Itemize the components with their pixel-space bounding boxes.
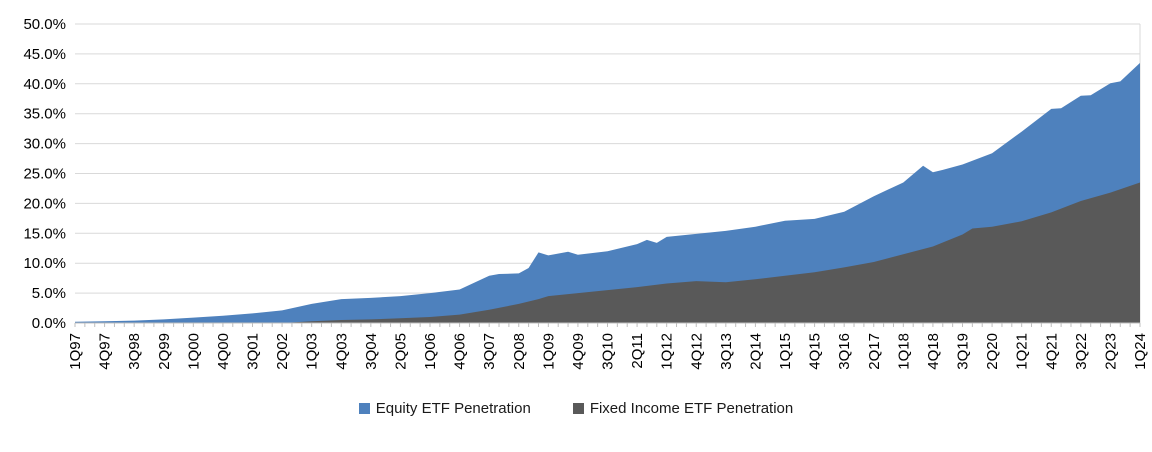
x-tick-label: 3Q01 bbox=[245, 333, 262, 370]
x-tick-label: 3Q16 bbox=[836, 333, 853, 370]
y-tick-label: 30.0% bbox=[23, 136, 66, 153]
fixed-income-penetration-area bbox=[75, 182, 1140, 323]
y-tick-label: 40.0% bbox=[23, 76, 66, 93]
x-tick-label: 1Q09 bbox=[540, 333, 557, 370]
y-tick-label: 50.0% bbox=[23, 16, 66, 33]
equity-penetration-area bbox=[75, 62, 1140, 324]
legend-item-fixed-income: Fixed Income ETF Penetration bbox=[572, 400, 794, 417]
x-tick-label: 4Q09 bbox=[570, 333, 587, 370]
y-tick-label: 0.0% bbox=[32, 315, 66, 332]
x-tick-label: 4Q06 bbox=[452, 333, 469, 370]
y-tick-label: 20.0% bbox=[23, 195, 66, 212]
x-tick-label: 1Q12 bbox=[659, 333, 676, 370]
x-tick-label: 4Q00 bbox=[215, 333, 232, 370]
equity-legend-swatch bbox=[358, 403, 370, 414]
x-tick-label: 4Q03 bbox=[333, 333, 350, 370]
x-tick-label: 1Q97 bbox=[67, 333, 84, 370]
x-tick-label: 3Q98 bbox=[126, 333, 143, 370]
fixed-income-legend-label: Fixed Income ETF Penetration bbox=[589, 400, 794, 417]
chart-legend: Equity ETF Penetration Fixed Income ETF … bbox=[0, 400, 1152, 417]
y-tick-label: 25.0% bbox=[23, 166, 66, 183]
y-tick-label: 10.0% bbox=[23, 255, 66, 272]
fixed-income-legend-swatch bbox=[572, 403, 584, 414]
x-tick-label: 1Q18 bbox=[895, 333, 912, 370]
x-tick-label: 2Q08 bbox=[511, 333, 528, 370]
x-tick-label: 4Q12 bbox=[688, 333, 705, 370]
y-tick-label: 45.0% bbox=[23, 46, 66, 63]
y-tick-label: 35.0% bbox=[23, 106, 66, 123]
legend-item-equity: Equity ETF Penetration bbox=[358, 400, 531, 417]
x-tick-label: 3Q10 bbox=[600, 333, 617, 370]
x-tick-label: 1Q00 bbox=[185, 333, 202, 370]
x-tick-label: 2Q14 bbox=[747, 333, 764, 370]
x-tick-label: 3Q19 bbox=[955, 333, 972, 370]
y-tick-label: 15.0% bbox=[23, 225, 66, 242]
x-tick-label: 1Q03 bbox=[304, 333, 321, 370]
x-tick-label: 3Q22 bbox=[1073, 333, 1090, 370]
x-tick-label: 3Q04 bbox=[363, 333, 380, 370]
x-tick-label: 4Q18 bbox=[925, 333, 942, 370]
x-tick-label: 2Q17 bbox=[866, 333, 883, 370]
x-tick-label: 4Q15 bbox=[807, 333, 824, 370]
equity-legend-label: Equity ETF Penetration bbox=[375, 400, 531, 417]
x-tick-label: 2Q11 bbox=[629, 333, 646, 369]
x-tick-label: 1Q06 bbox=[422, 333, 439, 370]
x-tick-label: 1Q21 bbox=[1014, 333, 1031, 370]
x-tick-label: 2Q02 bbox=[274, 333, 291, 370]
x-tick-label: 4Q97 bbox=[97, 333, 114, 370]
x-tick-label: 3Q07 bbox=[481, 333, 498, 370]
x-tick-label: 1Q24 bbox=[1132, 333, 1149, 370]
x-tick-label: 2Q23 bbox=[1102, 333, 1119, 370]
x-tick-label: 1Q15 bbox=[777, 333, 794, 370]
x-tick-label: 2Q20 bbox=[984, 333, 1001, 370]
x-tick-label: 3Q13 bbox=[718, 333, 735, 370]
x-tick-label: 4Q21 bbox=[1043, 333, 1060, 370]
y-tick-label: 5.0% bbox=[32, 285, 66, 302]
x-tick-label: 2Q99 bbox=[156, 333, 173, 370]
x-tick-label: 2Q05 bbox=[392, 333, 409, 370]
